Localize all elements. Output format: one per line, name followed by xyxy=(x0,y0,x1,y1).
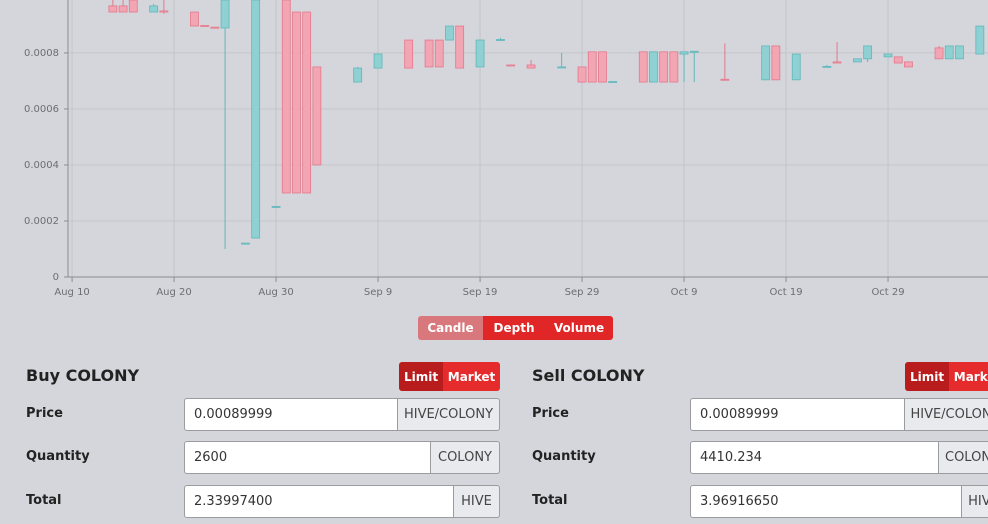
order-type[interactable]: Limit xyxy=(905,362,949,391)
candle-body xyxy=(679,51,689,55)
candle-body xyxy=(791,53,801,81)
candle-body xyxy=(353,67,363,83)
candle-body xyxy=(557,66,567,69)
order-type[interactable]: Market xyxy=(443,362,500,391)
candle-body xyxy=(475,39,485,68)
field-input[interactable]: 2600 xyxy=(184,441,431,474)
x-tick-label: Oct 19 xyxy=(769,287,802,298)
y-tick-label: 0.0008 xyxy=(24,48,59,59)
candle-body xyxy=(944,45,954,60)
candle-body xyxy=(424,39,434,68)
candle-body xyxy=(200,25,210,27)
candle-body xyxy=(669,51,679,83)
chart-tab[interactable]: Candle xyxy=(418,316,483,340)
candle-body xyxy=(210,26,220,29)
field-label: Total xyxy=(26,493,62,508)
field-input[interactable]: 3.96916650 xyxy=(690,485,962,518)
candle-body xyxy=(526,64,536,69)
candle-body xyxy=(455,25,465,69)
candle-body xyxy=(832,61,842,64)
candle-body xyxy=(934,47,944,60)
order-type[interactable]: Limit xyxy=(399,362,443,391)
candle-body xyxy=(822,65,832,68)
field-unit: HIVE xyxy=(962,485,988,518)
candle-body xyxy=(638,51,648,83)
candle-body xyxy=(241,242,250,245)
candle-body xyxy=(761,45,771,81)
field-unit: COLONY xyxy=(431,441,500,474)
x-tick-label: Sep 29 xyxy=(565,287,600,298)
field-unit: HIVE/COLONY xyxy=(398,398,500,431)
y-tick-label: 0.0002 xyxy=(24,216,59,227)
y-tick-label: 0.0004 xyxy=(24,160,59,171)
field-label: Price xyxy=(26,406,63,421)
chart-tab[interactable]: Volume xyxy=(545,316,613,340)
candle-body xyxy=(108,5,118,13)
x-tick-label: Sep 19 xyxy=(463,287,498,298)
candle-body xyxy=(302,11,312,194)
candle-body xyxy=(496,39,505,41)
field-input[interactable]: 4410.234 xyxy=(690,441,939,474)
candle-body xyxy=(883,53,893,58)
field-unit: COLONY xyxy=(939,441,988,474)
field-unit: HIVE xyxy=(454,485,500,518)
candle-body xyxy=(720,78,730,81)
field-unit: HIVE/COLONY xyxy=(905,398,988,431)
candle-body xyxy=(853,58,862,63)
candle-body xyxy=(771,45,781,81)
x-tick-label: Oct 29 xyxy=(871,287,904,298)
candle-body xyxy=(434,39,444,68)
field-input[interactable]: 0.00089999 xyxy=(184,398,398,431)
candle-body xyxy=(404,39,414,69)
candle-body xyxy=(955,45,964,60)
candle-body xyxy=(598,51,607,83)
candle-body xyxy=(128,0,138,13)
candle-body xyxy=(251,0,261,239)
panel-title: Buy COLONY xyxy=(26,366,140,385)
candle-body xyxy=(159,10,169,13)
x-tick-label: Aug 30 xyxy=(258,287,293,298)
candle-body xyxy=(659,51,669,83)
candle-body xyxy=(689,50,699,53)
candle-body xyxy=(904,61,913,68)
candle-body xyxy=(975,25,985,55)
order-type[interactable]: Market xyxy=(949,362,988,391)
candle-body xyxy=(292,11,301,194)
x-tick-label: Sep 9 xyxy=(364,287,392,298)
candle-body xyxy=(649,51,658,83)
field-input[interactable]: 2.33997400 xyxy=(184,485,454,518)
candle-body xyxy=(577,66,587,83)
chart-tab[interactable]: Depth xyxy=(483,316,545,340)
field-label: Quantity xyxy=(532,449,596,464)
candle-body xyxy=(893,56,903,64)
candle-body xyxy=(271,206,281,208)
candle-body xyxy=(281,0,291,194)
x-tick-label: Aug 20 xyxy=(156,287,191,298)
candles xyxy=(108,0,985,249)
candle-body xyxy=(506,64,516,67)
candle-body xyxy=(220,0,230,29)
candle-body xyxy=(149,5,159,13)
candle-body xyxy=(118,5,128,13)
candle-body xyxy=(373,53,383,69)
candle-body xyxy=(445,25,454,41)
x-tick-label: Oct 9 xyxy=(671,287,698,298)
panel-title: Sell COLONY xyxy=(532,366,645,385)
chart: 0 0.0002 0.0004 0.0006 0.0008 Aug 10 Aug 20 Aug… xyxy=(24,0,988,298)
candle-body xyxy=(863,45,873,60)
candle-body xyxy=(312,66,322,166)
field-label: Price xyxy=(532,406,569,421)
field-label: Quantity xyxy=(26,449,90,464)
candle-body xyxy=(608,81,618,83)
candle-body xyxy=(190,11,199,27)
field-label: Total xyxy=(532,493,568,508)
y-tick-label: 0 xyxy=(53,272,59,283)
candle-body xyxy=(587,51,597,83)
x-tick-label: Aug 10 xyxy=(54,287,89,298)
field-input[interactable]: 0.00089999 xyxy=(690,398,905,431)
y-tick-label: 0.0006 xyxy=(24,104,59,115)
